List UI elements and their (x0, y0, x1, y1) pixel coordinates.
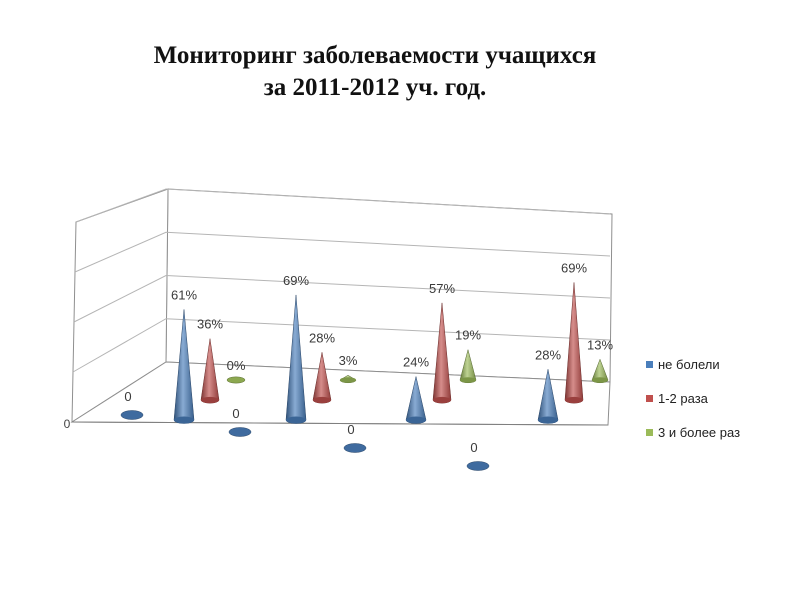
legend: не болели 1-2 раза 3 и более раз (646, 357, 740, 440)
data-label-1-1: 61% (171, 287, 197, 302)
cone-2-1-base (201, 396, 219, 404)
cone-2-2-base (313, 396, 331, 404)
data-label-1-2: 69% (283, 273, 309, 288)
data-label-2-3: 57% (429, 281, 455, 296)
gridline (75, 188, 611, 223)
zero-marker-1 (120, 410, 144, 420)
data-label-2-4: 69% (561, 260, 587, 275)
chart-title-line-1: Мониторинг заболеваемости учащихся (153, 42, 597, 69)
cone-1-4-base (538, 416, 558, 424)
legend-swatch-3 (646, 429, 653, 436)
legend-label-3: 3 и более раз (658, 425, 740, 440)
data-label-3-3: 19% (455, 328, 481, 343)
gridline (74, 231, 611, 273)
cone-2-4-base (565, 396, 583, 404)
chart-title-line-2: за 2011-2012 уч. год. (263, 74, 487, 101)
legend-swatch-1 (646, 361, 653, 368)
chart-marks (120, 282, 609, 471)
cone-1-1-base (174, 416, 194, 424)
zero-marker-label-4: 0 (470, 440, 477, 455)
cone-3-4-base (592, 377, 608, 383)
cone-2-3-base (433, 396, 451, 404)
zero-marker-label-3: 0 (347, 422, 354, 437)
zero-marker-label-2: 0 (232, 406, 239, 421)
gridline (73, 274, 611, 323)
cone-1-3-base (406, 416, 426, 424)
gridline (72, 318, 611, 373)
legend-label-2: 1-2 раза (658, 391, 709, 406)
cone-1-2-base (286, 416, 306, 424)
zero-marker-label-1: 0 (124, 389, 131, 404)
axis-labels: 0 (64, 417, 71, 431)
cone-3-1-flat (226, 376, 246, 384)
data-label-3-1: 0% (227, 358, 246, 373)
chart-title: Мониторинг заболеваемости учащихся за 20… (0, 40, 750, 104)
data-label-2-1: 36% (197, 317, 223, 332)
gridlines (72, 188, 611, 373)
legend-label-1: не болели (658, 357, 720, 372)
data-label-3-2: 3% (339, 353, 358, 368)
zero-marker-2 (228, 427, 252, 437)
zero-marker-4 (466, 461, 490, 471)
data-label-2-2: 28% (309, 330, 335, 345)
data-labels: 0% 3% 19% 13% 36% 28% 57% 69% 61% 69% 24% 28% 0 0 0 0 (124, 260, 613, 455)
data-label-3-4: 13% (587, 337, 613, 352)
data-label-1-3: 24% (403, 355, 429, 370)
data-label-1-4: 28% (535, 347, 561, 362)
cone-3-2-base (340, 377, 356, 383)
legend-swatch-2 (646, 395, 653, 402)
cone-3-3-base (460, 377, 476, 383)
zero-marker-3 (343, 443, 367, 453)
chart-walls (71, 188, 613, 423)
y-axis-tick-label: 0 (64, 417, 71, 431)
floor-front-edge (71, 421, 609, 426)
